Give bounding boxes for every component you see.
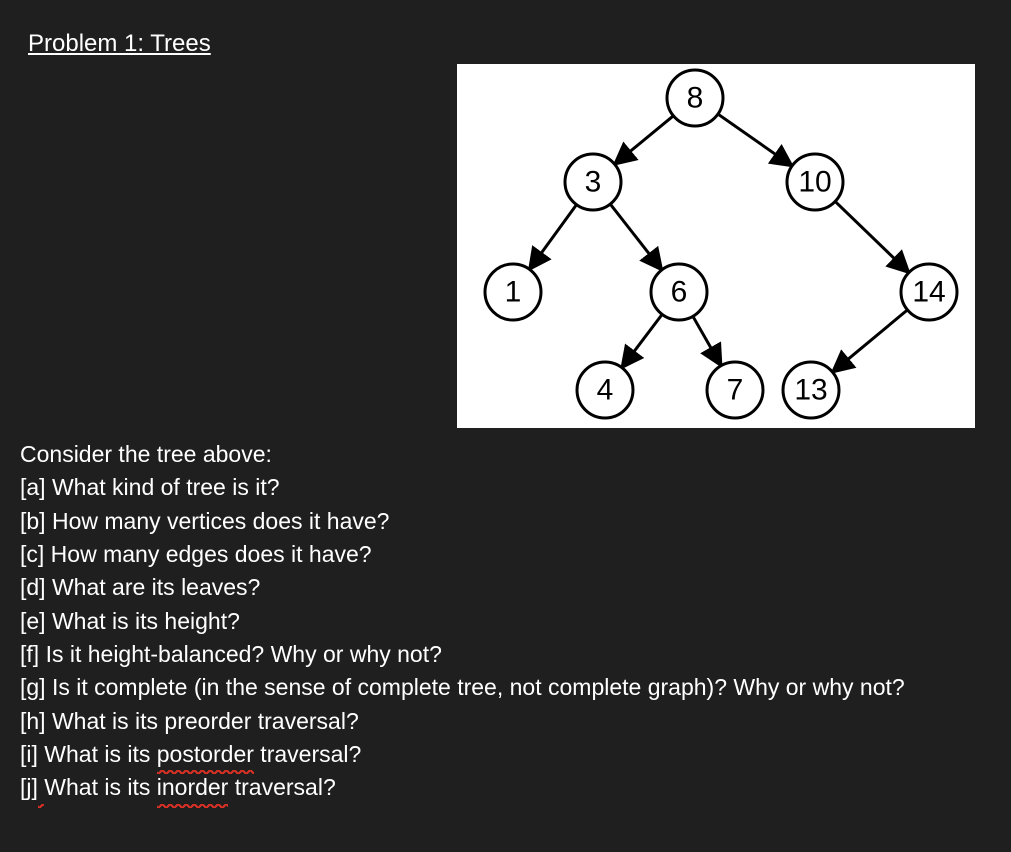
question-text: What is its height? <box>52 608 240 634</box>
questions-intro: Consider the tree above: <box>20 438 905 471</box>
tree-node: 1 <box>485 264 541 320</box>
tree-node: 14 <box>901 264 957 320</box>
tree-node: 4 <box>577 362 633 418</box>
tree-edge <box>623 314 662 366</box>
tree-node-label: 1 <box>505 276 522 309</box>
question-text: What kind of tree is it? <box>52 474 280 500</box>
tree-node: 10 <box>787 154 843 210</box>
question-text: What are its leaves? <box>52 574 260 600</box>
question-tag: [c] <box>20 541 51 567</box>
question-text: Is it complete (in the sense of complete… <box>52 674 905 700</box>
question-tag: [g] <box>20 674 52 700</box>
tree-node-label: 4 <box>597 374 614 407</box>
tree-node: 13 <box>783 362 839 418</box>
question-text: traversal? <box>228 774 335 800</box>
tree-diagram-panel: 8 3 10 1 6 14 4 7 13 <box>457 64 975 428</box>
question-text: How many edges does it have? <box>51 541 372 567</box>
questions-block: Consider the tree above: [a] What kind o… <box>20 438 905 805</box>
question-line: [j] What is its inorder traversal? <box>20 771 905 804</box>
tree-node-label: 8 <box>687 82 704 115</box>
tree-node: 7 <box>707 362 763 418</box>
tree-node: 3 <box>565 154 621 210</box>
spellcheck-word: postorder <box>157 738 254 771</box>
question-tag: [i] <box>20 741 44 767</box>
question-line: [d] What are its leaves? <box>20 571 905 604</box>
question-line: [g] Is it complete (in the sense of comp… <box>20 671 905 704</box>
tree-edge <box>610 204 660 268</box>
tree-edge <box>531 205 577 268</box>
question-text: How many vertices does it have? <box>52 508 390 534</box>
question-text: Is it height-balanced? Why or why not? <box>46 641 442 667</box>
question-tag: [e] <box>20 608 52 634</box>
tree-node-label: 10 <box>798 166 831 199</box>
question-text: What is its preorder traversal? <box>52 708 359 734</box>
tree-diagram: 8 3 10 1 6 14 4 7 13 <box>457 64 975 428</box>
question-line: [f] Is it height-balanced? Why or why no… <box>20 638 905 671</box>
question-line: [e] What is its height? <box>20 605 905 638</box>
page-title: Problem 1: Trees <box>28 30 983 58</box>
question-text: traversal? <box>254 741 361 767</box>
question-line: [i] What is its postorder traversal? <box>20 738 905 771</box>
tree-node: 8 <box>667 70 723 126</box>
tree-node-label: 6 <box>671 276 688 309</box>
question-tag: [a] <box>20 474 52 500</box>
tree-node-label: 7 <box>727 374 744 407</box>
problem-page: Problem 1: Trees 8 3 10 1 6 14 4 7 13 Consider t… <box>0 0 1011 852</box>
tree-node-label: 14 <box>912 276 945 309</box>
tree-edge <box>616 116 673 163</box>
question-line: [b] How many vertices does it have? <box>20 505 905 538</box>
question-line: [c] How many edges does it have? <box>20 538 905 571</box>
question-tag: [d] <box>20 574 52 600</box>
question-tag: [b] <box>20 508 52 534</box>
tree-edge <box>693 316 720 364</box>
tree-node: 6 <box>651 264 707 320</box>
question-tag: [h] <box>20 708 52 734</box>
question-line: [h] What is its preorder traversal? <box>20 705 905 738</box>
spellcheck-word: inorder <box>157 771 229 804</box>
question-tag: [j] <box>20 771 38 804</box>
question-text: What is its <box>38 774 157 800</box>
tree-node-label: 3 <box>585 166 602 199</box>
tree-edge <box>718 114 790 165</box>
question-text: What is its <box>44 741 156 767</box>
question-tag: [f] <box>20 641 46 667</box>
question-line: [a] What kind of tree is it? <box>20 471 905 504</box>
tree-edge <box>835 201 907 271</box>
tree-node-label: 13 <box>794 374 827 407</box>
tree-edge <box>834 310 907 371</box>
